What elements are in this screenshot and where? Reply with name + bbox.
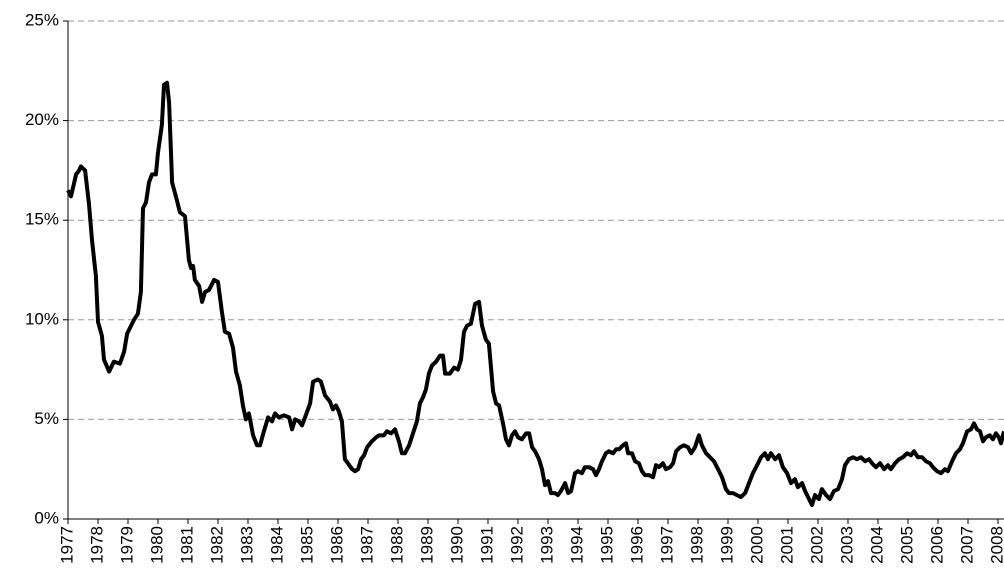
x-tick-label: 2002 bbox=[807, 526, 826, 564]
x-tick-label: 2006 bbox=[927, 526, 946, 564]
x-tick-label: 2005 bbox=[897, 526, 916, 564]
y-tick-label: 20% bbox=[25, 110, 59, 129]
x-tick-label: 1990 bbox=[447, 526, 466, 564]
x-tick-label: 1998 bbox=[687, 526, 706, 564]
x-tick-label: 1997 bbox=[657, 526, 676, 564]
x-tick-label: 2004 bbox=[867, 526, 886, 564]
data-line bbox=[66, 80, 1004, 508]
x-tick-label: 1989 bbox=[417, 526, 436, 564]
y-tick-label: 25% bbox=[25, 10, 59, 29]
x-tick-label: 1993 bbox=[537, 526, 556, 564]
x-tick-label: 1994 bbox=[567, 526, 586, 564]
x-tick-label: 1988 bbox=[387, 526, 406, 564]
x-tick-label: 2000 bbox=[747, 526, 766, 564]
x-tick-label: 1982 bbox=[207, 526, 226, 564]
x-tick-label: 1996 bbox=[627, 526, 646, 564]
x-tick-label: 1985 bbox=[297, 526, 316, 564]
x-tick-label: 1991 bbox=[477, 526, 496, 564]
x-tick-label: 1977 bbox=[57, 526, 76, 564]
y-tick-label: 5% bbox=[34, 409, 59, 428]
x-tick-label: 1986 bbox=[327, 526, 346, 564]
x-tick-label: 1978 bbox=[87, 526, 106, 564]
x-tick-label: 1995 bbox=[597, 526, 616, 564]
x-tick-label: 1992 bbox=[507, 526, 526, 564]
x-tick-label: 1999 bbox=[717, 526, 736, 564]
y-tick-label: 10% bbox=[25, 309, 59, 328]
x-tick-label: 1987 bbox=[357, 526, 376, 564]
x-tick-label: 2007 bbox=[957, 526, 976, 564]
y-tick-label: 0% bbox=[34, 508, 59, 527]
x-tick-label: 2008 bbox=[987, 526, 1004, 564]
x-tick-label: 1981 bbox=[177, 526, 196, 564]
x-tick-label: 1983 bbox=[237, 526, 256, 564]
x-tick-label: 1979 bbox=[117, 526, 136, 564]
x-tick-label: 1980 bbox=[147, 526, 166, 564]
y-tick-label: 15% bbox=[25, 210, 59, 229]
x-tick-label: 2003 bbox=[837, 526, 856, 564]
x-tick-label: 2001 bbox=[777, 526, 796, 564]
x-tick-label: 1984 bbox=[267, 526, 286, 564]
